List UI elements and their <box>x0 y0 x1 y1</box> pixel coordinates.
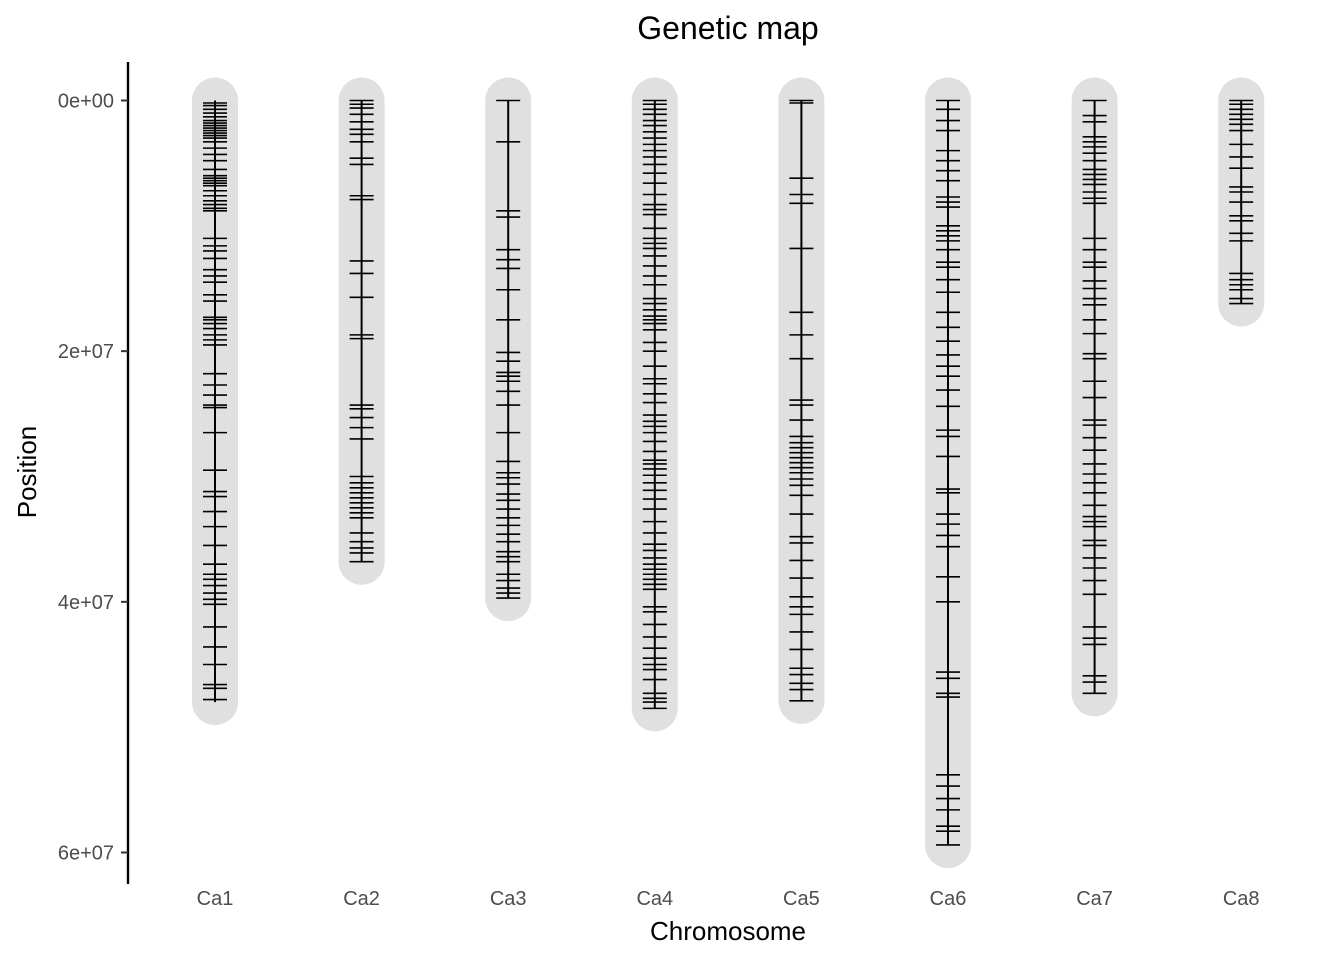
chromosome-ca6 <box>925 77 971 868</box>
chromosome-ca7 <box>1071 77 1118 717</box>
y-tick-label: 4e+07 <box>58 592 114 614</box>
x-tick-label: Ca8 <box>1223 888 1260 910</box>
y-tick-label: 2e+07 <box>58 341 114 363</box>
x-tick-label: Ca5 <box>783 888 820 910</box>
chromosome-ca3 <box>485 77 532 622</box>
chromosome-ca2 <box>338 77 385 585</box>
x-tick-label: Ca6 <box>930 888 967 910</box>
chromosome-ca5 <box>778 77 825 724</box>
x-axis-title: Chromosome <box>650 916 806 946</box>
x-tick-label: Ca4 <box>636 888 673 910</box>
y-tick-label: 6e+07 <box>58 843 114 865</box>
x-tick-label: Ca3 <box>490 888 527 910</box>
x-axis: Ca1 Ca2 Ca3 Ca4 Ca5 Ca6 Ca7 Ca8 <box>197 888 1260 910</box>
plot-area <box>192 77 1265 868</box>
x-tick-label: Ca7 <box>1076 888 1113 910</box>
y-axis: 0e+00 2e+07 4e+07 6e+07 <box>58 91 128 865</box>
y-tick-label: 0e+00 <box>58 91 114 113</box>
y-axis-title: Position <box>12 426 42 519</box>
chromosome-ca8 <box>1218 77 1265 327</box>
chart-title: Genetic map <box>637 10 818 46</box>
x-tick-label: Ca1 <box>197 888 234 910</box>
x-tick-label: Ca2 <box>343 888 380 910</box>
chromosome-ca1 <box>192 77 238 726</box>
chromosome-ca4 <box>631 77 678 732</box>
